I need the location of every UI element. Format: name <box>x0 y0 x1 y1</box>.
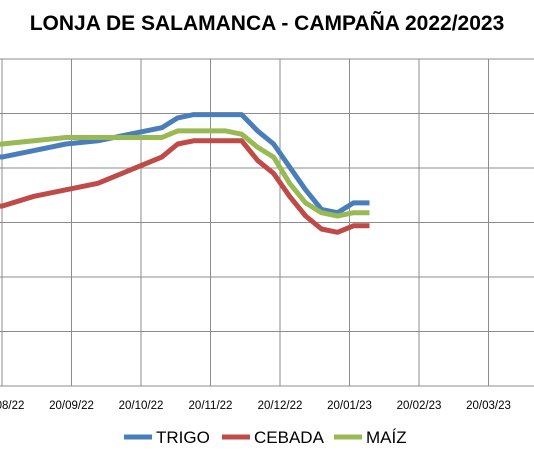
x-tick-label-4: 20/12/22 <box>258 400 303 412</box>
legend: TRIGO CEBADA MAÍZ <box>124 428 407 447</box>
x-axis-tick-labels: 20/08/22 20/09/22 20/10/22 20/11/22 20/12/22… <box>0 400 511 412</box>
x-tick-label-3: 20/11/22 <box>189 400 233 412</box>
x-tick-label-1: 20/09/22 <box>49 400 94 412</box>
x-tick-label-5: 20/01/23 <box>327 400 372 412</box>
gridlines <box>0 58 534 387</box>
legend-label-cebada: CEBADA <box>254 428 325 447</box>
x-tick-label-2: 20/10/22 <box>119 400 164 412</box>
x-tick-label-0: 20/08/22 <box>0 400 24 412</box>
legend-label-maíz: MAÍZ <box>366 428 407 447</box>
series-line-trigo <box>0 112 370 216</box>
legend-label-trigo: TRIGO <box>156 428 210 447</box>
series-line-cebada <box>0 138 370 235</box>
series-layer <box>0 112 370 235</box>
x-tick-label-7: 20/03/23 <box>466 400 511 412</box>
x-tick-label-6: 20/02/23 <box>397 400 442 412</box>
series-line-maíz <box>0 128 370 219</box>
chart-title: LONJA DE SALAMANCA - CAMPAÑA 2022/2023 <box>29 12 505 35</box>
